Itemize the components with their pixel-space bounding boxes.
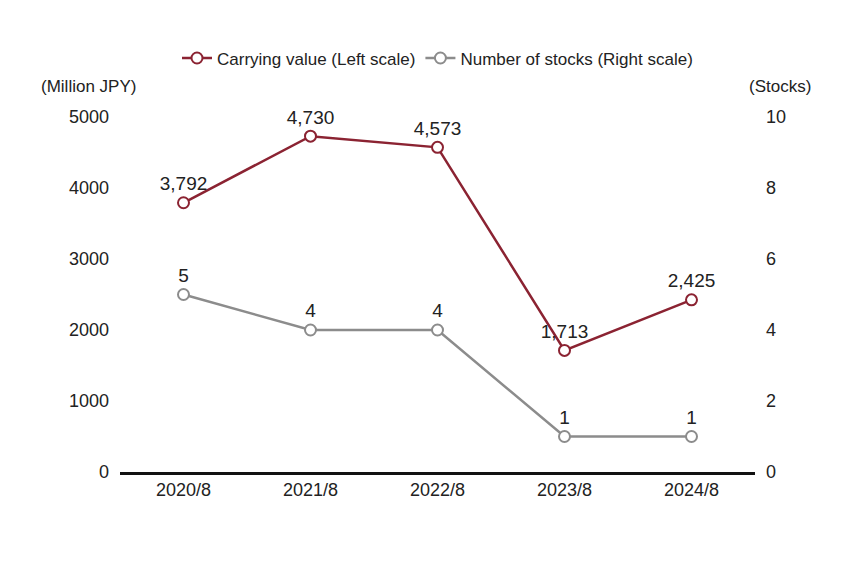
svg-text:10: 10: [766, 107, 786, 127]
svg-text:0: 0: [766, 462, 776, 482]
svg-text:0: 0: [99, 462, 109, 482]
svg-text:4000: 4000: [69, 178, 109, 198]
svg-text:2020/8: 2020/8: [156, 480, 211, 500]
svg-text:8: 8: [766, 178, 776, 198]
svg-text:5: 5: [178, 265, 189, 286]
svg-text:4,730: 4,730: [287, 107, 335, 128]
svg-text:1: 1: [686, 407, 697, 428]
svg-text:(Million JPY): (Million JPY): [41, 77, 136, 96]
svg-text:2000: 2000: [69, 320, 109, 340]
svg-text:2: 2: [766, 391, 776, 411]
svg-text:3000: 3000: [69, 249, 109, 269]
svg-text:1: 1: [559, 407, 570, 428]
svg-text:4: 4: [766, 320, 776, 340]
svg-text:2023/8: 2023/8: [537, 480, 592, 500]
svg-text:3,792: 3,792: [160, 173, 208, 194]
svg-text:4: 4: [305, 300, 316, 321]
svg-text:1000: 1000: [69, 391, 109, 411]
svg-text:2022/8: 2022/8: [410, 480, 465, 500]
svg-text:2021/8: 2021/8: [283, 480, 338, 500]
svg-text:2024/8: 2024/8: [664, 480, 719, 500]
svg-text:Number of stocks (Right scale): Number of stocks (Right scale): [460, 50, 692, 69]
svg-text:(Stocks): (Stocks): [749, 77, 811, 96]
svg-text:1,713: 1,713: [541, 321, 589, 342]
svg-text:Carrying value (Left scale): Carrying value (Left scale): [217, 50, 415, 69]
svg-text:4,573: 4,573: [414, 118, 462, 139]
svg-text:5000: 5000: [69, 107, 109, 127]
svg-text:6: 6: [766, 249, 776, 269]
svg-text:2,425: 2,425: [668, 270, 716, 291]
svg-text:4: 4: [432, 300, 443, 321]
